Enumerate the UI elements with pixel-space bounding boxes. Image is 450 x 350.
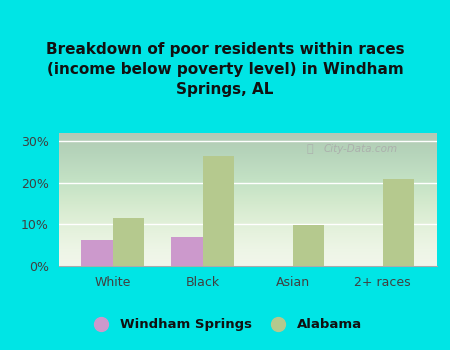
Text: City-Data.com: City-Data.com <box>323 144 397 154</box>
Bar <box>202 156 234 266</box>
Bar <box>81 240 112 266</box>
Legend: Windham Springs, Alabama: Windham Springs, Alabama <box>83 313 367 336</box>
Text: Breakdown of poor residents within races
(income below poverty level) in Windham: Breakdown of poor residents within races… <box>46 42 404 97</box>
Bar <box>112 218 144 266</box>
Bar <box>171 237 202 266</box>
Bar <box>292 225 324 266</box>
Bar <box>382 179 414 266</box>
Text: ⓘ: ⓘ <box>306 144 313 154</box>
